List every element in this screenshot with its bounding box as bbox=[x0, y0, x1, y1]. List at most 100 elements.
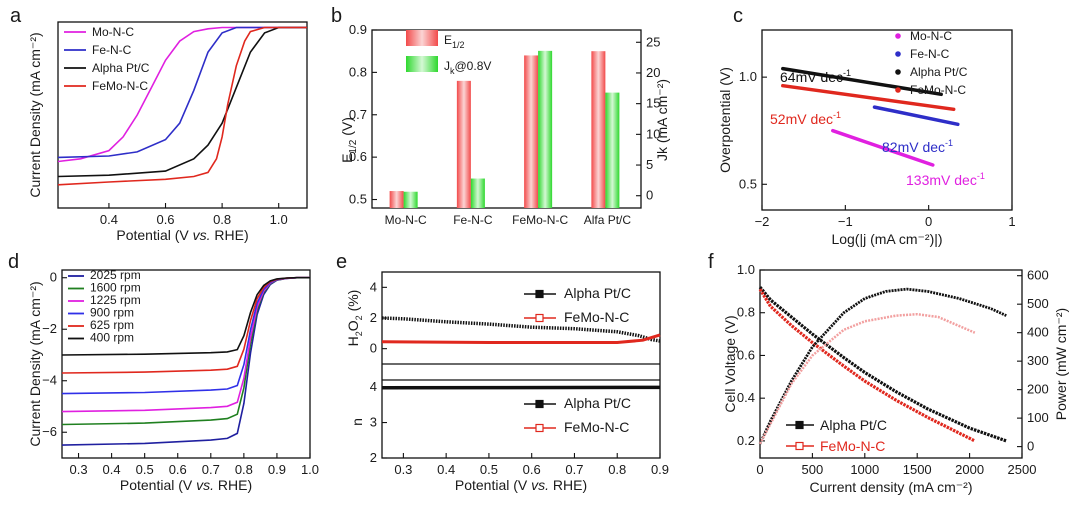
panel-f-xlabel: Current density (mA cm⁻²) bbox=[810, 479, 973, 495]
panel-f-xtick-label: 2500 bbox=[1008, 462, 1037, 477]
panel-e-frame bbox=[381, 271, 661, 459]
panel-d-frame bbox=[61, 269, 311, 459]
panel-f-xtick-label: 2000 bbox=[955, 462, 984, 477]
panel-c-ytick-label: 1.0 bbox=[739, 69, 757, 84]
panel-c-slope-annotation: 82mV dec-1 bbox=[882, 138, 953, 155]
panel-a-series-line bbox=[57, 26, 307, 159]
panel-f-y2tick-label: 300 bbox=[1027, 353, 1049, 368]
panel-b-y2tick-label: 0 bbox=[646, 188, 653, 203]
panel-c-xtick-label: −1 bbox=[838, 214, 853, 229]
panel-c-xlabel: Log(|j (mA cm⁻²)|) bbox=[831, 231, 942, 247]
ann-sup: -1 bbox=[945, 138, 953, 148]
panel-f-ytick-label: 0.2 bbox=[737, 433, 755, 448]
panel-e-legend-marker bbox=[535, 289, 544, 299]
ylab-unit: (%) bbox=[345, 290, 361, 316]
panel-e-label: e bbox=[336, 251, 347, 273]
panel-e-xlabel-a: Potential (V bbox=[455, 477, 531, 493]
panel-b-category-label: Fe-N-C bbox=[453, 213, 493, 227]
panel-e-xtick-label: 0.3 bbox=[394, 462, 412, 477]
panel-c-legend-label: Alpha Pt/C bbox=[910, 65, 968, 79]
panel-c-slope-annotation: 64mV dec-1 bbox=[780, 68, 851, 85]
ylab-main: E bbox=[339, 154, 355, 163]
panel-a-xtick-label: 0.6 bbox=[156, 212, 174, 227]
panel-f-ytick-label: 1.0 bbox=[737, 262, 755, 277]
panel-b-bar-e12 bbox=[524, 55, 539, 208]
legend-sub: 1/2 bbox=[452, 40, 465, 50]
panel-f-ytick-label: 0.8 bbox=[737, 305, 755, 320]
panel-a-series-line bbox=[57, 26, 307, 178]
panel-f-y2tick-label: 100 bbox=[1027, 410, 1049, 425]
panel-e-ylabel-top: H2O2 (%) bbox=[345, 290, 364, 347]
ylab-sub: 2 bbox=[354, 315, 364, 320]
panel-f-legend-label: Alpha Pt/C bbox=[820, 417, 887, 433]
panel-a-xlabel-c: RHE) bbox=[211, 227, 249, 243]
panel-a-xtick-label: 0.4 bbox=[100, 212, 118, 227]
panel-d-xlabel-c: RHE) bbox=[214, 477, 252, 493]
panel-c-xtick-label: 0 bbox=[925, 214, 932, 229]
panel-f-label: f bbox=[708, 251, 714, 273]
panel-c-frame bbox=[761, 29, 1013, 211]
panel-b-y2tick-label: 25 bbox=[646, 34, 660, 49]
panel-c-legend-label: Mo-N-C bbox=[910, 29, 952, 43]
panel-d-legend-label: 900 rpm bbox=[90, 306, 134, 320]
legend-main: J bbox=[444, 59, 450, 73]
panel-b-category-label: Mo-N-C bbox=[385, 213, 427, 227]
panel-c-slope-annotation: 52mV dec-1 bbox=[770, 110, 841, 127]
panel-f-xtick-label: 500 bbox=[802, 462, 824, 477]
panel-c-xtick-label: −2 bbox=[755, 214, 770, 229]
panel-c-tafel-line bbox=[831, 128, 935, 167]
panel-b-ytick-label: 0.9 bbox=[349, 22, 367, 37]
panel-b-ylabel: E1/2 (V) bbox=[339, 117, 359, 163]
panel-d-xtick-label: 0.8 bbox=[235, 462, 253, 477]
panel-f-xtick-label: 1000 bbox=[850, 462, 879, 477]
ann-main: 64mV dec bbox=[780, 69, 843, 85]
panel-e-xtick-label: 0.6 bbox=[523, 462, 541, 477]
panel-d-legend-label: 1600 rpm bbox=[90, 281, 141, 295]
panel-d-xlabel: Potential (V vs. RHE) bbox=[120, 477, 252, 493]
panel-f-y2label: Power (mW cm⁻²) bbox=[1053, 308, 1069, 420]
panel-d-ytick-label: −4 bbox=[42, 373, 57, 388]
panel-f-legend-marker bbox=[795, 420, 804, 430]
panel-e-ytick-bottom-label: 3 bbox=[370, 415, 377, 430]
ann-sup: -1 bbox=[977, 171, 985, 181]
panel-d-ytick-label: −6 bbox=[42, 424, 57, 439]
panel-f-power-femo bbox=[758, 312, 976, 445]
panel-d-legend-label: 400 rpm bbox=[90, 331, 134, 345]
panel-c-ytick-label: 0.5 bbox=[739, 176, 757, 191]
panel-e-xlabel-b: vs. bbox=[531, 477, 549, 493]
panel-b-bar-jk bbox=[470, 178, 485, 208]
panel-b-label: b bbox=[331, 5, 342, 27]
panel-a-xtick-label: 1.0 bbox=[270, 212, 288, 227]
panel-e-ytick-top-label: 2 bbox=[370, 310, 377, 325]
panel-c-legend-dot bbox=[895, 87, 901, 93]
panel-d-legend-label: 2025 rpm bbox=[90, 268, 141, 282]
panel-b-ytick-label: 0.5 bbox=[349, 192, 367, 207]
panel-d-ytick-label: −2 bbox=[42, 321, 57, 336]
panel-d-xlabel-b: vs. bbox=[196, 477, 214, 493]
panel-b-ytick-label: 0.8 bbox=[349, 64, 367, 79]
panel-c-legend-dot bbox=[895, 69, 901, 75]
panel-e-ytick-top-label: 0 bbox=[370, 341, 377, 356]
panel-f-y2tick-label: 500 bbox=[1027, 296, 1049, 311]
panel-d-xtick-label: 0.6 bbox=[169, 462, 187, 477]
panel-c-label: c bbox=[733, 5, 743, 27]
panel-a-xtick-label: 0.8 bbox=[213, 212, 231, 227]
panel-c-ylabel: Overpotential (V) bbox=[717, 67, 733, 173]
panel-a-xlabel: Potential (V vs. RHE) bbox=[116, 227, 248, 243]
panel-b-bar-jk bbox=[538, 50, 553, 209]
panel-b-category-label: Alfa Pt/C bbox=[584, 213, 632, 227]
ylab-o: O bbox=[345, 320, 361, 331]
panel-a-label: a bbox=[10, 5, 22, 27]
ann-main: 133mV dec bbox=[906, 172, 977, 188]
panel-e-legend-marker bbox=[535, 423, 544, 433]
panel-f-ytick-label: 0.4 bbox=[737, 390, 755, 405]
panel-b-bar-jk bbox=[403, 191, 418, 208]
panel-e-xtick-label: 0.9 bbox=[651, 462, 669, 477]
panel-b-frame bbox=[371, 29, 642, 209]
panel-d-legend-label: 625 rpm bbox=[90, 318, 134, 332]
panel-b-ytick-label: 0.7 bbox=[349, 107, 367, 122]
panel-c-legend-label: FeMo-N-C bbox=[910, 83, 966, 97]
legend-sub: k bbox=[450, 66, 455, 76]
panel-e-xlabel: Potential (V vs. RHE) bbox=[455, 477, 587, 493]
